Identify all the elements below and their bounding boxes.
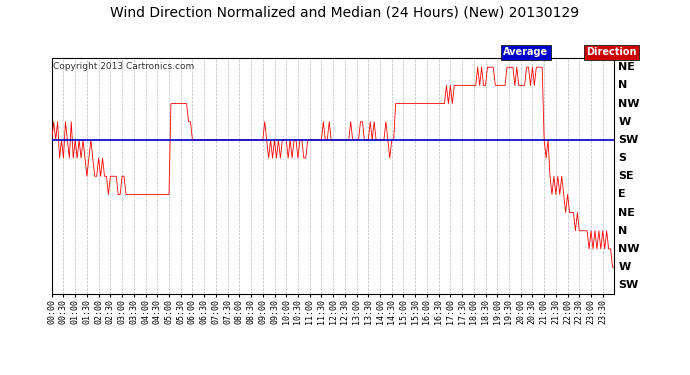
Text: E: E [618, 189, 626, 200]
Text: W: W [618, 262, 631, 272]
Text: NW: NW [618, 244, 640, 254]
Text: Wind Direction Normalized and Median (24 Hours) (New) 20130129: Wind Direction Normalized and Median (24… [110, 6, 580, 20]
Text: N: N [618, 80, 627, 90]
Text: SW: SW [618, 135, 638, 145]
Text: W: W [618, 117, 631, 127]
Text: Average: Average [503, 47, 548, 57]
Text: SW: SW [618, 280, 638, 290]
Text: NE: NE [618, 62, 635, 72]
Text: NW: NW [618, 99, 640, 108]
Text: Copyright 2013 Cartronics.com: Copyright 2013 Cartronics.com [53, 62, 195, 71]
Text: NE: NE [618, 208, 635, 218]
Text: SE: SE [618, 171, 634, 181]
Text: S: S [618, 153, 627, 163]
Text: Direction: Direction [586, 47, 637, 57]
Text: N: N [618, 226, 627, 236]
